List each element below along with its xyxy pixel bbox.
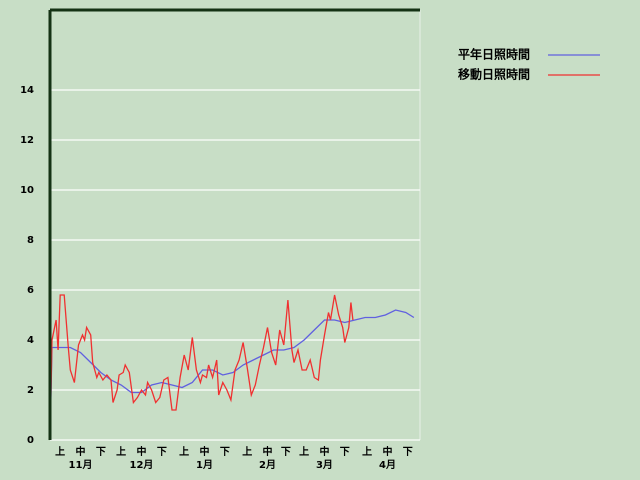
x-tick-label: 下 bbox=[220, 446, 230, 458]
legend-label: 移動日照時間 bbox=[458, 67, 530, 82]
x-tick-label: 上 bbox=[116, 445, 126, 458]
x-tick-label: 上 bbox=[362, 445, 372, 458]
y-tick-label: 14 bbox=[20, 85, 34, 96]
x-tick-label: 下 bbox=[281, 446, 291, 458]
x-tick-label: 中 bbox=[75, 445, 85, 458]
month-label: 4月 bbox=[379, 459, 396, 471]
x-tick-label: 上 bbox=[179, 445, 189, 458]
month-label: 1月 bbox=[196, 459, 213, 471]
y-tick-label: 0 bbox=[27, 435, 34, 446]
month-label: 11月 bbox=[69, 459, 93, 471]
month-label: 12月 bbox=[130, 459, 154, 471]
x-tick-label: 中 bbox=[263, 445, 273, 458]
y-tick-label: 8 bbox=[27, 235, 34, 246]
x-tick-label: 下 bbox=[403, 446, 413, 458]
x-tick-label: 下 bbox=[157, 446, 167, 458]
y-tick-label: 10 bbox=[20, 185, 34, 196]
y-tick-label: 6 bbox=[27, 285, 34, 296]
x-tick-label: 下 bbox=[96, 446, 106, 458]
month-label: 2月 bbox=[259, 459, 276, 471]
y-tick-label: 12 bbox=[20, 135, 34, 146]
x-tick-label: 上 bbox=[55, 445, 65, 458]
x-tick-label: 上 bbox=[299, 445, 309, 458]
y-tick-label: 4 bbox=[27, 335, 34, 346]
x-tick-label: 中 bbox=[136, 445, 146, 458]
month-label: 3月 bbox=[316, 459, 333, 471]
y-tick-label: 2 bbox=[27, 385, 34, 396]
series-line bbox=[49, 294, 354, 441]
x-tick-label: 中 bbox=[319, 445, 329, 458]
series-line bbox=[49, 309, 415, 441]
legend-label: 平年日照時間 bbox=[458, 47, 530, 62]
x-tick-label: 下 bbox=[340, 446, 350, 458]
x-tick-label: 中 bbox=[382, 445, 392, 458]
x-tick-label: 中 bbox=[200, 445, 210, 458]
x-tick-label: 上 bbox=[242, 445, 252, 458]
